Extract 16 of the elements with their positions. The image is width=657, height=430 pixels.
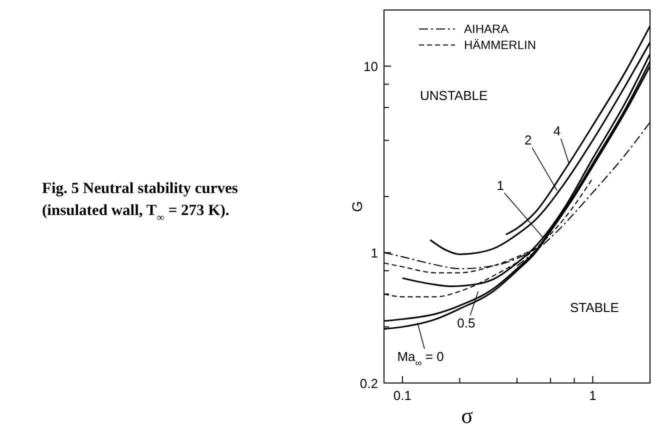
annotation: Ma$_{∞}$ = 0 [397, 348, 444, 368]
y-tick-label: 10 [364, 59, 378, 74]
x-tick-label: 0.1 [393, 388, 412, 403]
annotation: UNSTABLE [420, 88, 488, 103]
legend-label: HÄMMERLIN [464, 38, 536, 52]
x-axis-title: σ [461, 403, 474, 428]
y-axis-title: G [349, 201, 365, 212]
text: Fig. 5 Neutral stability curves (insulated wall, T$_{∞}$ = 273 K). [42, 180, 238, 224]
y-tick-label: 0.2 [360, 376, 378, 391]
y-tick-label: 1 [370, 246, 378, 261]
annotation: 0.5 [457, 315, 476, 330]
annotation: 2 [524, 132, 532, 148]
annotation: STABLE [570, 300, 620, 315]
legend-label: AIHARA [464, 22, 509, 36]
annotation: 4 [553, 124, 561, 139]
annotation: 1 [496, 178, 504, 193]
